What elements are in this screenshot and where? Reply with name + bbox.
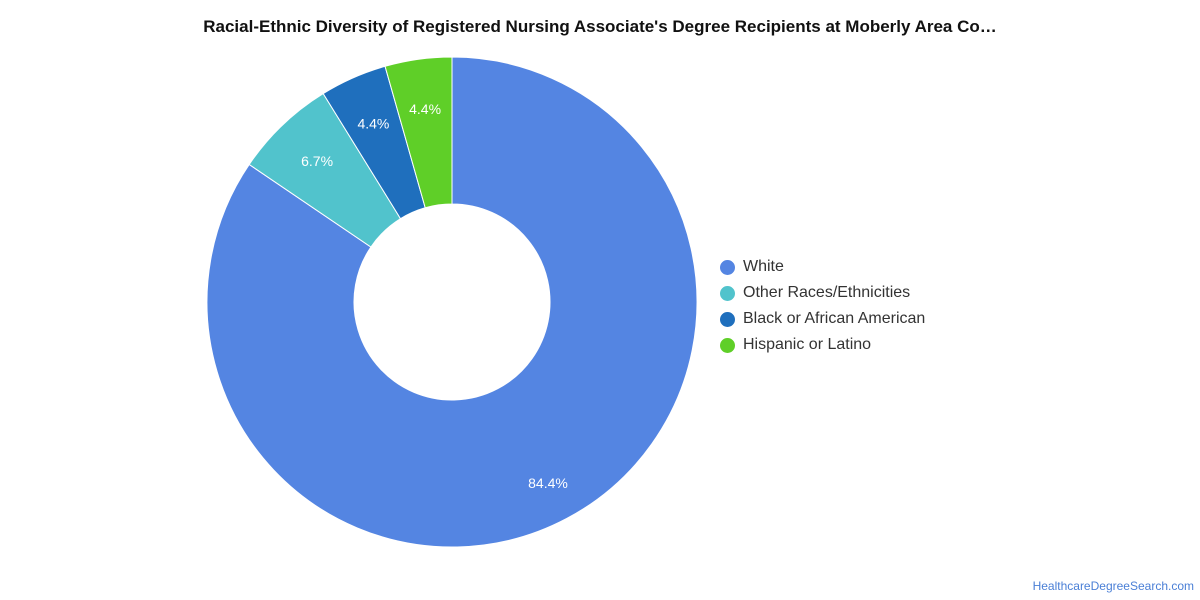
legend-label: Black or African American bbox=[743, 310, 926, 327]
slices-layer bbox=[206, 56, 698, 548]
legend-swatch bbox=[720, 259, 735, 275]
legend: White Other Races/Ethnicities Black or A… bbox=[720, 254, 925, 358]
slice-hispanic[interactable] bbox=[384, 56, 453, 209]
slice-value-label: 4.4% bbox=[357, 116, 389, 132]
slice-value-label: 6.7% bbox=[301, 153, 333, 169]
legend-swatch bbox=[720, 337, 735, 353]
chart-title: Racial-Ethnic Diversity of Registered Nu… bbox=[203, 17, 997, 36]
slice-white[interactable] bbox=[206, 56, 698, 548]
legend-item-hispanic[interactable]: Hispanic or Latino bbox=[720, 332, 925, 358]
slice-value-label: 4.4% bbox=[409, 101, 441, 117]
labels-layer: 84.4% 6.7% 4.4% 4.4% bbox=[301, 101, 568, 491]
legend-swatch bbox=[720, 285, 735, 301]
slice-value-label: 84.4% bbox=[528, 475, 568, 491]
legend-label: White bbox=[743, 258, 784, 275]
legend-item-black[interactable]: Black or African American bbox=[720, 306, 925, 332]
legend-label: Other Races/Ethnicities bbox=[743, 284, 911, 301]
legend-label: Hispanic or Latino bbox=[743, 336, 872, 353]
source-watermark-link[interactable]: HealthcareDegreeSearch.com bbox=[1032, 579, 1194, 593]
legend-item-other-races[interactable]: Other Races/Ethnicities bbox=[720, 280, 925, 306]
legend-item-white[interactable]: White bbox=[720, 254, 925, 280]
legend-swatch bbox=[720, 311, 735, 327]
